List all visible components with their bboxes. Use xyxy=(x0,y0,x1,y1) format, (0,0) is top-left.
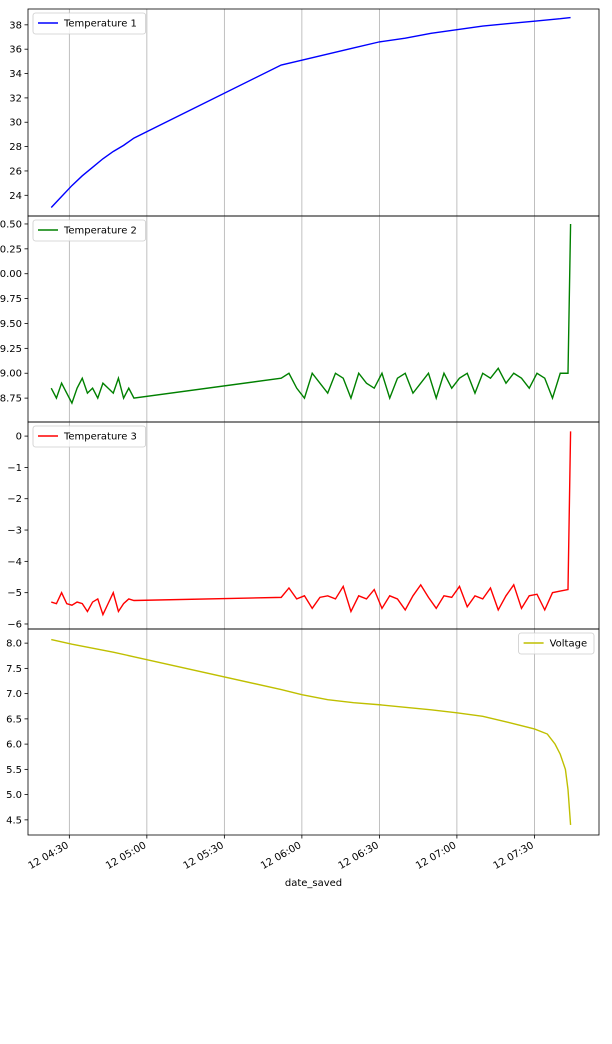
y-tick-label: 5.5 xyxy=(6,765,22,776)
x-tick-label: 12 06:30 xyxy=(337,840,381,872)
y-tick-label: −5 xyxy=(7,588,22,599)
y-tick-label: 36 xyxy=(9,45,22,56)
legend-label: Temperature 1 xyxy=(63,19,137,30)
y-tick-label: −6 xyxy=(7,619,22,630)
y-tick-label: 38 xyxy=(9,20,22,31)
y-tick-label: 10.25 xyxy=(0,244,22,255)
y-tick-label: −2 xyxy=(7,494,22,505)
legend-box xyxy=(32,425,146,448)
y-tick-label: 8.0 xyxy=(6,639,22,650)
data-line xyxy=(50,16,571,208)
y-tick-label: 9.00 xyxy=(0,369,22,380)
legend-box xyxy=(32,219,146,242)
y-tick-label: 9.75 xyxy=(0,294,22,305)
y-tick-label: 32 xyxy=(9,93,22,104)
legend-label: Temperature 2 xyxy=(63,226,137,237)
y-tick-label: 6.0 xyxy=(6,740,22,751)
axes-frame xyxy=(27,421,600,630)
y-tick-label: 7.5 xyxy=(6,664,22,675)
axes-frame xyxy=(27,628,600,836)
x-tick-label: 12 06:00 xyxy=(259,840,303,872)
y-tick-label: 4.5 xyxy=(6,815,22,826)
y-tick-label: 9.25 xyxy=(0,344,22,355)
x-axis-label: date_saved xyxy=(285,878,342,889)
axes-frame xyxy=(27,8,600,217)
y-tick-label: 10.00 xyxy=(0,269,22,280)
data-line xyxy=(51,431,572,617)
y-tick-label: −1 xyxy=(7,463,22,474)
y-tick-label: −3 xyxy=(7,526,22,537)
y-tick-label: 10.50 xyxy=(0,219,22,230)
data-line xyxy=(51,638,572,825)
y-tick-label: 7.0 xyxy=(6,689,22,700)
x-tick-label: 12 04:30 xyxy=(27,840,71,872)
data-line xyxy=(50,223,572,405)
legend: Voltage xyxy=(518,632,595,655)
y-tick-label: 8.75 xyxy=(0,394,22,405)
legend-box xyxy=(32,12,146,35)
y-tick-label: 30 xyxy=(9,118,22,129)
y-tick-label: 0 xyxy=(16,432,22,443)
y-tick-label: 34 xyxy=(9,69,22,80)
y-tick-label: 9.50 xyxy=(0,319,22,330)
legend-label: Temperature 3 xyxy=(63,432,137,443)
legend: Temperature 2 xyxy=(32,219,146,242)
y-tick-label: 28 xyxy=(9,142,22,153)
y-tick-label: 24 xyxy=(9,191,22,202)
x-tick-label: 12 05:30 xyxy=(182,840,226,872)
legend: Temperature 1 xyxy=(32,12,146,35)
x-tick-label: 12 07:00 xyxy=(414,840,458,872)
y-tick-label: 6.5 xyxy=(6,714,22,725)
legend-label: Voltage xyxy=(550,639,588,650)
x-tick-label: 12 05:00 xyxy=(104,840,148,872)
y-tick-label: 26 xyxy=(9,166,22,177)
y-tick-label: −4 xyxy=(7,557,22,568)
legend: Temperature 3 xyxy=(32,425,146,448)
y-tick-label: 5.0 xyxy=(6,790,22,801)
x-tick-label: 12 07:30 xyxy=(492,840,536,872)
legend-box xyxy=(518,632,595,655)
